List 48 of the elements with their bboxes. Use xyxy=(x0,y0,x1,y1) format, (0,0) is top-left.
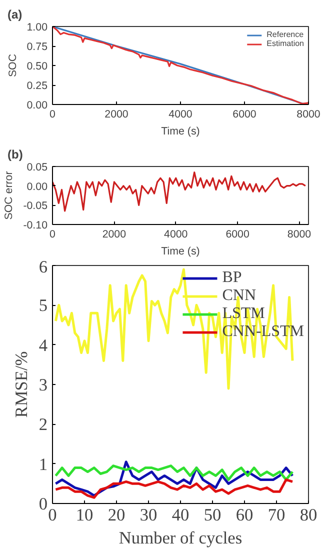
x-tick-label: 80 xyxy=(300,506,318,524)
line-series xyxy=(54,478,294,499)
legend-label: Reference xyxy=(266,30,304,39)
y-axis-title: SOC xyxy=(6,54,19,78)
x-tick-label: 6000 xyxy=(232,108,256,120)
y-tick-label: 4 xyxy=(38,336,48,355)
x-tick-label: 4000 xyxy=(168,108,192,120)
y-tick-label: 1 xyxy=(38,454,48,474)
x-tick-label: 2000 xyxy=(102,228,126,240)
x-tick-label: 6000 xyxy=(226,228,250,240)
x-tick-label: 0 xyxy=(50,108,56,120)
x-tick-label: 50 xyxy=(204,506,222,524)
x-axis-title: Time (s) xyxy=(161,126,200,138)
x-tick-label: 40 xyxy=(172,506,190,524)
x-tick-label: 60 xyxy=(236,506,254,524)
legend-label: CNN xyxy=(222,287,256,305)
y-tick-label: -0.10 xyxy=(23,220,48,232)
x-tick-label: 8000 xyxy=(287,228,312,240)
x-axis-title: Number of cycles xyxy=(118,528,242,548)
y-axis-title: SOC error xyxy=(3,170,16,220)
y-tick-label: 0.00 xyxy=(26,180,48,193)
line-series xyxy=(54,464,294,481)
y-tick-label: 0.05 xyxy=(26,162,48,174)
chart-title: (a) xyxy=(8,8,22,22)
line-series xyxy=(52,172,306,212)
legend-label: Estimation xyxy=(266,39,304,48)
y-axis-title: RMSE/% xyxy=(12,351,31,418)
x-tick-label: 30 xyxy=(140,506,158,524)
y-tick-label: 3 xyxy=(38,376,48,394)
x-tick-label: 2000 xyxy=(104,108,128,120)
y-tick-label: 0.75 xyxy=(26,41,48,53)
chart-title: (b) xyxy=(8,148,23,162)
x-tick-label: 8000 xyxy=(296,108,320,120)
x-axis-title: Time (s) xyxy=(161,246,200,258)
x-tick-label: 10 xyxy=(76,506,94,524)
y-tick-label: 2 xyxy=(38,415,48,434)
x-tick-label: 0 xyxy=(50,228,56,240)
y-tick-label: 0.50 xyxy=(26,60,48,72)
y-tick-label: 0.00 xyxy=(26,100,48,112)
x-tick-label: 70 xyxy=(268,506,286,524)
y-tick-label: 0.25 xyxy=(26,80,48,92)
y-tick-label: 6 xyxy=(38,258,48,276)
y-tick-label: -0.05 xyxy=(23,200,48,212)
x-tick-label: 20 xyxy=(108,506,126,524)
x-tick-label: 4000 xyxy=(164,228,188,240)
y-tick-label: 1.00 xyxy=(26,22,48,34)
y-tick-label: 5 xyxy=(38,296,48,316)
legend-label: BP xyxy=(222,269,242,287)
